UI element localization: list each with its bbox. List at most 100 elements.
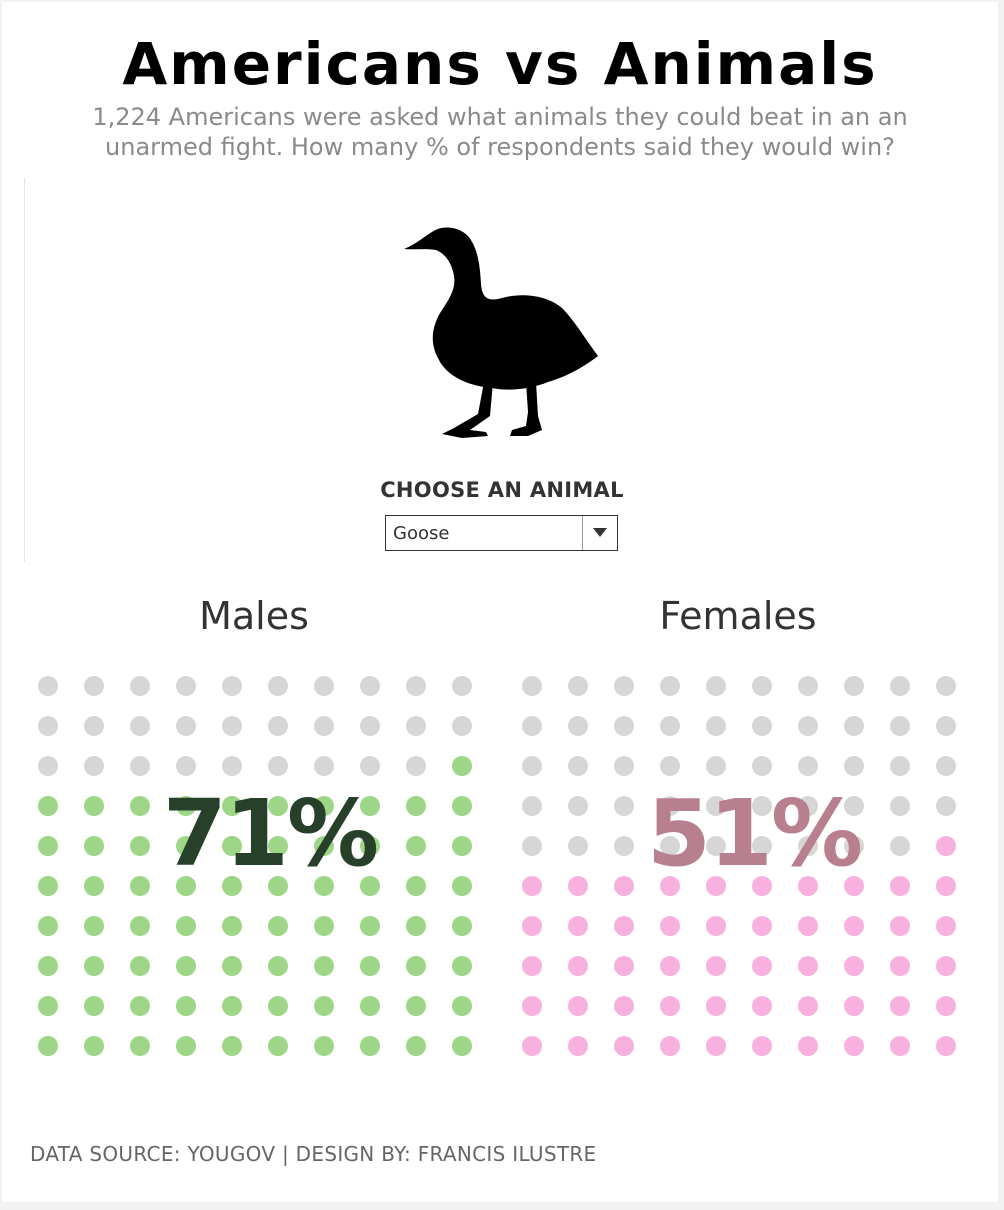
females-dot-filled: [660, 956, 680, 976]
males-dot-filled: [268, 1036, 288, 1056]
females-dot-empty: [706, 836, 726, 856]
females-dot-empty: [614, 796, 634, 816]
males-dot-empty: [406, 676, 426, 696]
females-dot-empty: [568, 716, 588, 736]
females-dot-filled: [798, 956, 818, 976]
females-dot-empty: [522, 676, 542, 696]
females-dot-empty: [522, 716, 542, 736]
males-dot-filled: [84, 996, 104, 1016]
males-dot-empty: [452, 716, 472, 736]
males-dot-filled: [268, 876, 288, 896]
males-dot-empty: [176, 756, 196, 776]
females-dot-empty: [752, 676, 772, 696]
females-dot-empty: [706, 796, 726, 816]
males-dot-filled: [84, 836, 104, 856]
males-dot-empty: [38, 756, 58, 776]
males-dot-filled: [176, 916, 196, 936]
females-dot-empty: [522, 836, 542, 856]
males-dot-empty: [38, 676, 58, 696]
females-dot-empty: [798, 796, 818, 816]
males-dot-filled: [268, 796, 288, 816]
females-dot-filled: [890, 956, 910, 976]
females-title: Females: [659, 594, 817, 638]
males-dot-filled: [222, 996, 242, 1016]
females-dot-filled: [614, 916, 634, 936]
males-dot-empty: [314, 676, 334, 696]
females-dot-empty: [706, 756, 726, 776]
males-dot-filled: [176, 956, 196, 976]
females-dot-empty: [890, 836, 910, 856]
females-dot-filled: [844, 1036, 864, 1056]
males-dot-filled: [222, 916, 242, 936]
females-dot-filled: [798, 1036, 818, 1056]
males-dot-empty: [176, 716, 196, 736]
males-dot-filled: [130, 876, 150, 896]
females-dot-filled: [936, 916, 956, 936]
females-dot-filled: [752, 1036, 772, 1056]
females-dot-empty: [798, 756, 818, 776]
males-dot-empty: [176, 676, 196, 696]
males-dot-filled: [84, 876, 104, 896]
females-dot-empty: [706, 676, 726, 696]
females-dot-empty: [752, 756, 772, 776]
males-dot-filled: [38, 836, 58, 856]
males-dot-empty: [130, 716, 150, 736]
footer-credits: DATA SOURCE: YOUGOV | DESIGN BY: FRANCIS…: [30, 1142, 597, 1166]
females-dot-filled: [936, 836, 956, 856]
males-dot-empty: [222, 676, 242, 696]
females-dot-empty: [660, 836, 680, 856]
males-dot-filled: [268, 836, 288, 856]
chevron-down-icon[interactable]: [593, 528, 607, 538]
females-dot-empty: [568, 836, 588, 856]
males-dot-empty: [406, 716, 426, 736]
females-dot-filled: [936, 956, 956, 976]
females-dot-filled: [890, 916, 910, 936]
females-dot-filled: [568, 916, 588, 936]
females-dot-empty: [614, 716, 634, 736]
males-dot-filled: [38, 956, 58, 976]
males-dot-filled: [452, 1036, 472, 1056]
males-dot-filled: [452, 996, 472, 1016]
females-dot-filled: [522, 956, 542, 976]
males-dot-filled: [314, 956, 334, 976]
females-dot-filled: [752, 996, 772, 1016]
panel-divider: [24, 178, 25, 562]
females-dot-filled: [798, 916, 818, 936]
males-dot-filled: [222, 796, 242, 816]
females-dot-empty: [522, 756, 542, 776]
males-dot-empty: [314, 756, 334, 776]
females-dot-filled: [614, 1036, 634, 1056]
males-dot-empty: [38, 716, 58, 736]
males-dot-filled: [452, 796, 472, 816]
females-dot-filled: [568, 996, 588, 1016]
animal-selector-label: CHOOSE AN ANIMAL: [380, 478, 624, 502]
males-dot-filled: [130, 956, 150, 976]
females-dot-filled: [614, 956, 634, 976]
females-dot-filled: [614, 876, 634, 896]
males-dot-filled: [38, 876, 58, 896]
males-dot-empty: [84, 756, 104, 776]
males-dot-filled: [222, 876, 242, 896]
females-dot-empty: [706, 716, 726, 736]
males-dot-filled: [452, 836, 472, 856]
males-dot-filled: [314, 836, 334, 856]
females-dot-empty: [798, 716, 818, 736]
females-dot-filled: [706, 916, 726, 936]
females-dot-empty: [798, 676, 818, 696]
males-dot-empty: [314, 716, 334, 736]
females-dot-empty: [660, 756, 680, 776]
males-dot-empty: [360, 676, 380, 696]
males-dot-filled: [38, 996, 58, 1016]
animal-select[interactable]: Goose: [385, 515, 618, 551]
males-dot-filled: [406, 956, 426, 976]
males-dot-empty: [360, 716, 380, 736]
females-dot-empty: [844, 676, 864, 696]
page-title: Americans vs Animals: [122, 30, 878, 98]
females-dot-filled: [936, 1036, 956, 1056]
males-dot-filled: [84, 956, 104, 976]
males-dot-filled: [360, 796, 380, 816]
males-dot-filled: [360, 876, 380, 896]
males-dot-filled: [84, 1036, 104, 1056]
males-dot-filled: [222, 1036, 242, 1056]
females-dot-empty: [568, 756, 588, 776]
